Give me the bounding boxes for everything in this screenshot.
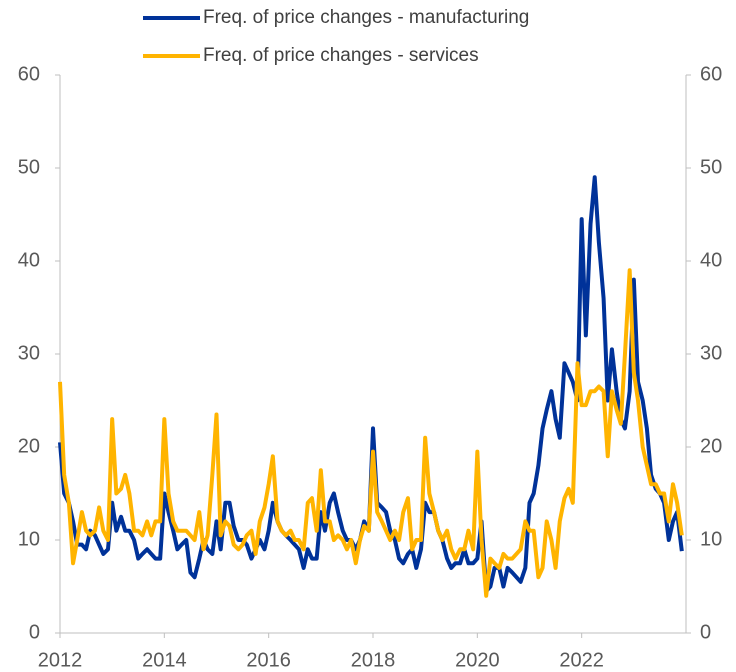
x-tick-label: 2016	[246, 649, 291, 671]
x-tick-label: 2022	[559, 649, 604, 671]
legend-label: Freq. of price changes - manufacturing	[203, 7, 529, 28]
x-tick-label: 2014	[142, 649, 187, 671]
y-tick-label: 50	[18, 156, 40, 178]
y2-tick-label: 20	[700, 435, 722, 457]
legend-label: Freq. of price changes - services	[203, 45, 479, 66]
y-tick-label: 0	[29, 621, 40, 643]
y2-tick-label: 10	[700, 528, 722, 550]
y2-tick-label: 50	[700, 156, 722, 178]
y-tick-label: 60	[18, 63, 40, 85]
y2-tick-label: 60	[700, 63, 722, 85]
y2-tick-label: 30	[700, 342, 722, 364]
y-tick-label: 40	[18, 249, 40, 271]
y-tick-label: 10	[18, 528, 40, 550]
x-tick-label: 2018	[351, 649, 396, 671]
y-tick-label: 20	[18, 435, 40, 457]
y2-tick-label: 40	[700, 249, 722, 271]
y-tick-label: 30	[18, 342, 40, 364]
series-line	[58, 268, 684, 598]
x-tick-label: 2020	[455, 649, 500, 671]
y2-tick-label: 0	[700, 621, 711, 643]
x-tick-label: 2012	[38, 649, 83, 671]
